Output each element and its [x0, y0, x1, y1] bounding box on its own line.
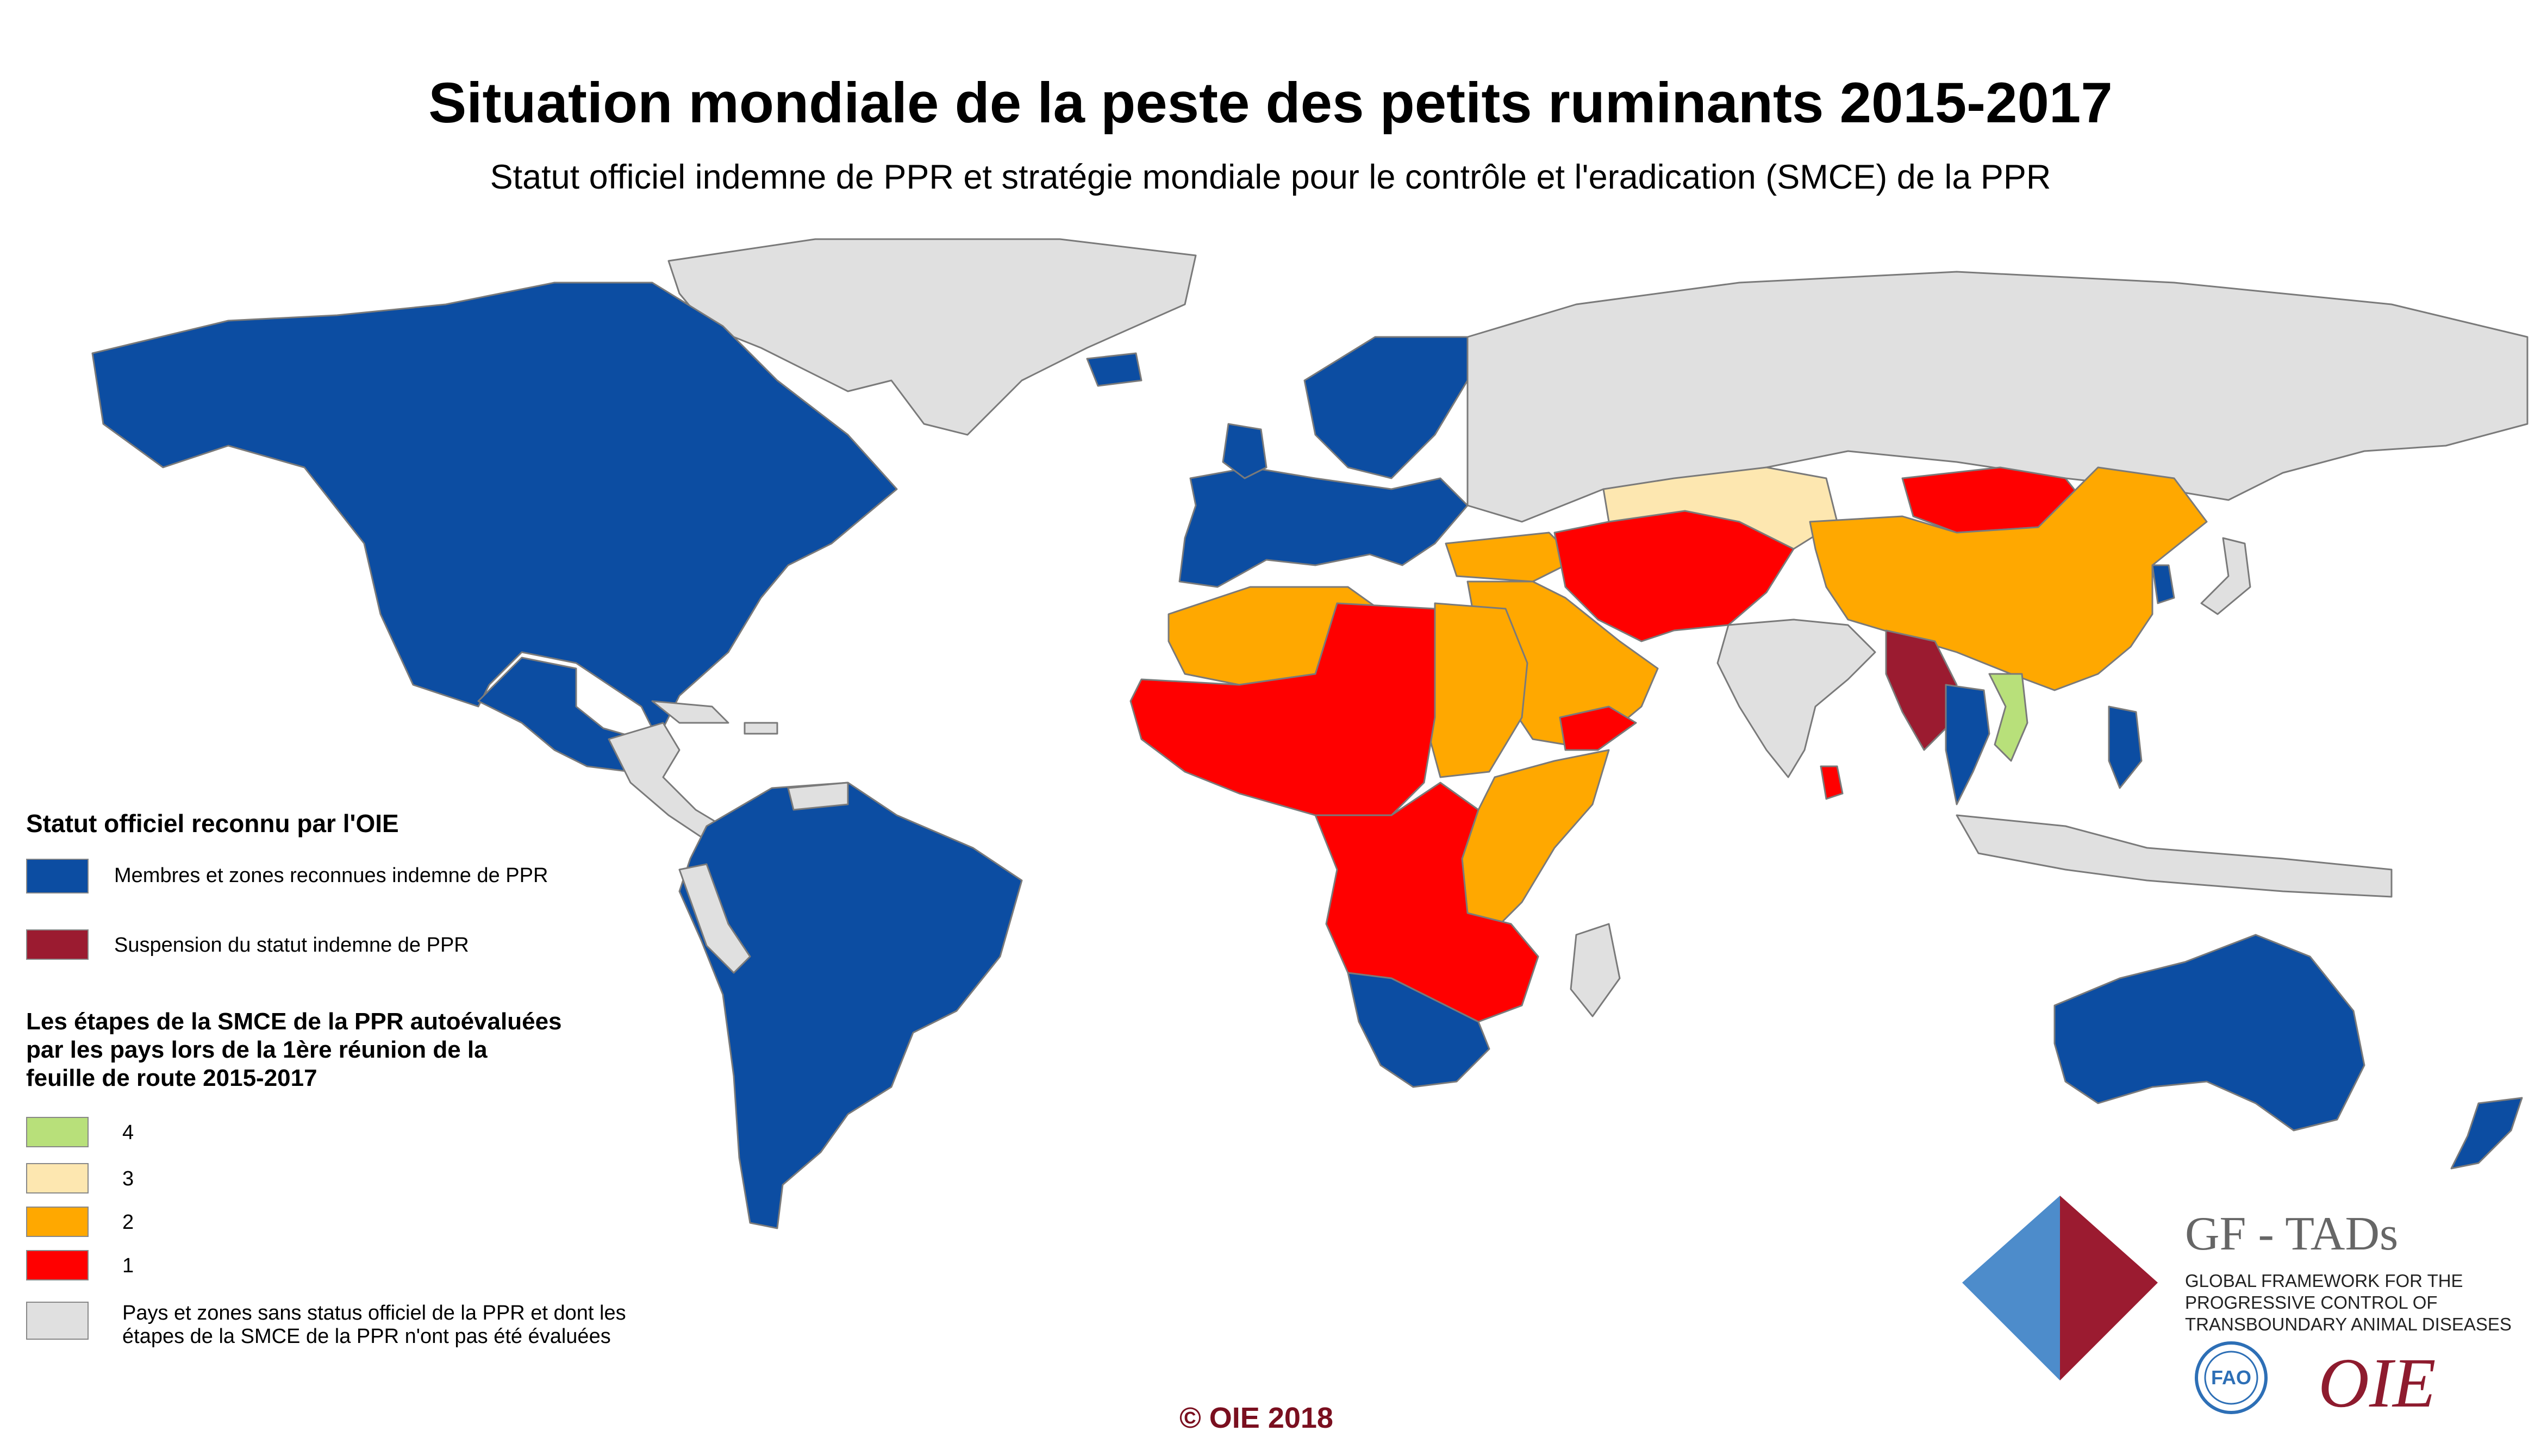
region-libya-west-africa — [1129, 602, 1436, 816]
region-western-europe — [1178, 466, 1469, 588]
region-japan — [2200, 537, 2251, 615]
gf-tads-pyramid-logo — [1962, 1196, 2158, 1380]
legend-swatch-stage1 — [26, 1250, 89, 1280]
page-subtitle: Statut officiel indemne de PPR et straté… — [490, 158, 2051, 196]
fao-logo-text: FAO — [2211, 1366, 2251, 1389]
legend-label-suspended: Suspension du statut indemne de PPR — [114, 934, 469, 957]
region-central-africa — [1314, 782, 1539, 1023]
legend-label-stage1: 1 — [122, 1254, 134, 1277]
region-turkey — [1445, 532, 1577, 583]
region-central-america — [608, 722, 724, 838]
legend-swatch-stage2 — [26, 1207, 89, 1237]
region-iran-central-asia — [1553, 510, 1795, 642]
legend-swatch-suspended — [26, 929, 89, 960]
legend-stages-title-3: feuille de route 2015-2017 — [26, 1065, 317, 1091]
legend-stages-title-2: par les pays lors de la 1ère réunion de … — [26, 1036, 488, 1063]
copyright-text: © OIE 2018 — [1179, 1402, 1333, 1434]
legend-swatch-free — [26, 859, 89, 893]
legend-label-free: Membres et zones reconnues indemne de PP… — [114, 864, 548, 887]
region-egypt-sudan — [1423, 602, 1528, 778]
page-title: Situation mondiale de la peste des petit… — [428, 71, 2113, 135]
region-yemen — [1559, 705, 1637, 751]
legend-stages-title-1: Les étapes de la SMCE de la PPR autoéval… — [26, 1008, 562, 1035]
region-korea-japan — [2151, 564, 2175, 604]
region-horn-africa — [1461, 749, 1610, 925]
region-russia — [1466, 271, 2528, 523]
region-myanmar — [1885, 629, 1958, 751]
region-china — [1809, 466, 2208, 691]
region-madagascar — [1570, 923, 1621, 1017]
region-thailand — [1945, 684, 1990, 805]
gf-tads-line-3: TRANSBOUNDARY ANIMAL DISEASES — [2185, 1314, 2512, 1334]
region-philippines — [2108, 705, 2143, 789]
legend-label-none-2: étapes de la SMCE de la PPR n'ont pas ét… — [122, 1325, 611, 1348]
oie-logo: OIE — [2318, 1344, 2436, 1422]
region-new-zealand — [2450, 1097, 2523, 1170]
region-iceland — [1086, 352, 1142, 387]
legend-swatch-stage3 — [26, 1163, 89, 1193]
legend-label-stage2: 2 — [122, 1211, 134, 1234]
region-north-america — [91, 282, 898, 740]
region-south-america — [678, 782, 1023, 1229]
region-scandinavia — [1303, 336, 1469, 479]
region-southern-africa — [1347, 972, 1490, 1088]
region-uk — [1222, 423, 1268, 479]
legend-swatch-stage4 — [26, 1117, 89, 1147]
legend-label-none-1: Pays et zones sans status officiel de la… — [122, 1302, 626, 1324]
region-india — [1716, 618, 1876, 778]
region-peru-guyane — [678, 782, 849, 974]
region-sri-lanka — [1820, 765, 1844, 800]
legend-official-title: Statut officiel reconnu par l'OIE — [26, 809, 399, 838]
gf-tads-line-2: PROGRESSIVE CONTROL OF — [2185, 1292, 2438, 1313]
region-vietnam — [1988, 673, 2028, 762]
legend-label-stage3: 3 — [122, 1167, 134, 1190]
region-indonesia — [1956, 814, 2393, 898]
fao-logo: FAO — [2195, 1341, 2268, 1414]
legend-label-stage4: 4 — [122, 1121, 134, 1144]
gf-tads-line-1: GLOBAL FRAMEWORK FOR THE — [2185, 1271, 2463, 1291]
gf-tads-name: GF - TADs — [2185, 1208, 2399, 1260]
region-caribbean — [651, 700, 778, 735]
region-australia — [2053, 934, 2365, 1132]
legend-swatch-none — [26, 1302, 89, 1340]
